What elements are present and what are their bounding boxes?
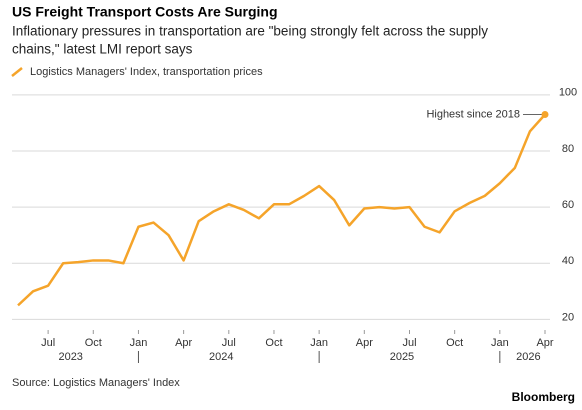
y-tick-label: 80 — [562, 143, 574, 155]
y-tick-label: 100 — [559, 87, 577, 99]
x-tick-label: Oct — [85, 337, 102, 349]
year-label: 2025 — [390, 351, 414, 363]
x-tick-label: Jul — [402, 337, 416, 349]
highlight-point — [541, 110, 549, 118]
legend-swatch — [11, 67, 23, 77]
x-tick-label: Apr — [356, 337, 373, 349]
x-tick-label: Jan — [130, 337, 148, 349]
chart-subtitle: chains," latest LMI report says — [12, 42, 193, 57]
y-tick-label: 40 — [562, 255, 574, 267]
x-tick-label: Jan — [310, 337, 328, 349]
x-tick-label: Oct — [446, 337, 463, 349]
x-tick-label: Jul — [41, 337, 55, 349]
chart-subtitle: Inflationary pressures in transportation… — [12, 24, 488, 39]
y-tick-label: 20 — [562, 311, 574, 323]
source: Source: Logistics Managers' Index — [12, 377, 180, 389]
year-label: 2024 — [209, 351, 233, 363]
x-tick-label: Apr — [175, 337, 192, 349]
annotation: Highest since 2018 — [426, 108, 520, 120]
x-tick-label: Jul — [222, 337, 236, 349]
x-tick-label: Oct — [265, 337, 282, 349]
data-line — [17, 113, 546, 307]
year-label: 2026 — [516, 351, 540, 363]
brand: Bloomberg — [512, 390, 575, 404]
y-tick-label: 60 — [562, 199, 574, 211]
x-tick-label: Jan — [491, 337, 509, 349]
x-tick-label: Apr — [536, 337, 553, 349]
legend-label: Logistics Managers' Index, transportatio… — [30, 66, 263, 78]
year-label: 2023 — [58, 351, 82, 363]
chart-title: US Freight Transport Costs Are Surging — [12, 4, 278, 20]
